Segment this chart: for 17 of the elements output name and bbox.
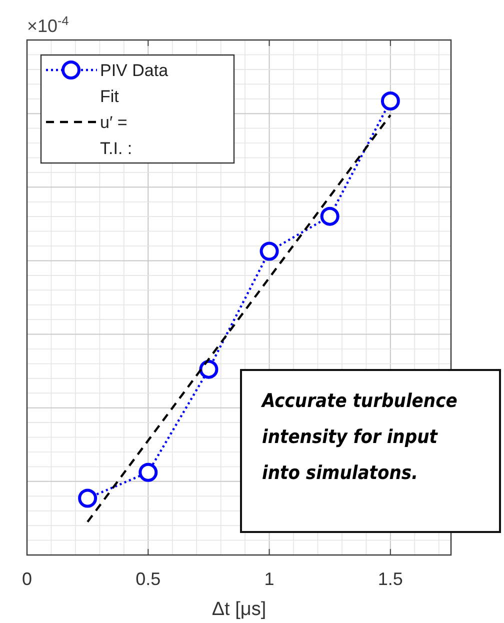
x-tick-label: 1.5 bbox=[378, 569, 403, 589]
annotation: Fit bbox=[100, 87, 120, 106]
x-tick-label: 0.5 bbox=[136, 569, 161, 589]
point bbox=[380, 92, 400, 110]
x-tick-label: 1 bbox=[264, 569, 274, 589]
legend-label: PIV Data bbox=[100, 61, 169, 80]
point bbox=[78, 488, 98, 508]
x-tick-label: 0 bbox=[22, 569, 32, 589]
text: ×10$^{-4}$ bbox=[27, 14, 69, 36]
legend-label: u′ = bbox=[100, 113, 128, 132]
annotation: Accurate turbulence intensity for input into simulatons. bbox=[260, 390, 458, 484]
point bbox=[260, 242, 279, 261]
point bbox=[320, 206, 340, 226]
point bbox=[199, 360, 218, 379]
point bbox=[138, 462, 158, 482]
x-axis-title: Δt [μs] bbox=[212, 599, 266, 620]
annotation: T.I. : bbox=[100, 139, 132, 158]
